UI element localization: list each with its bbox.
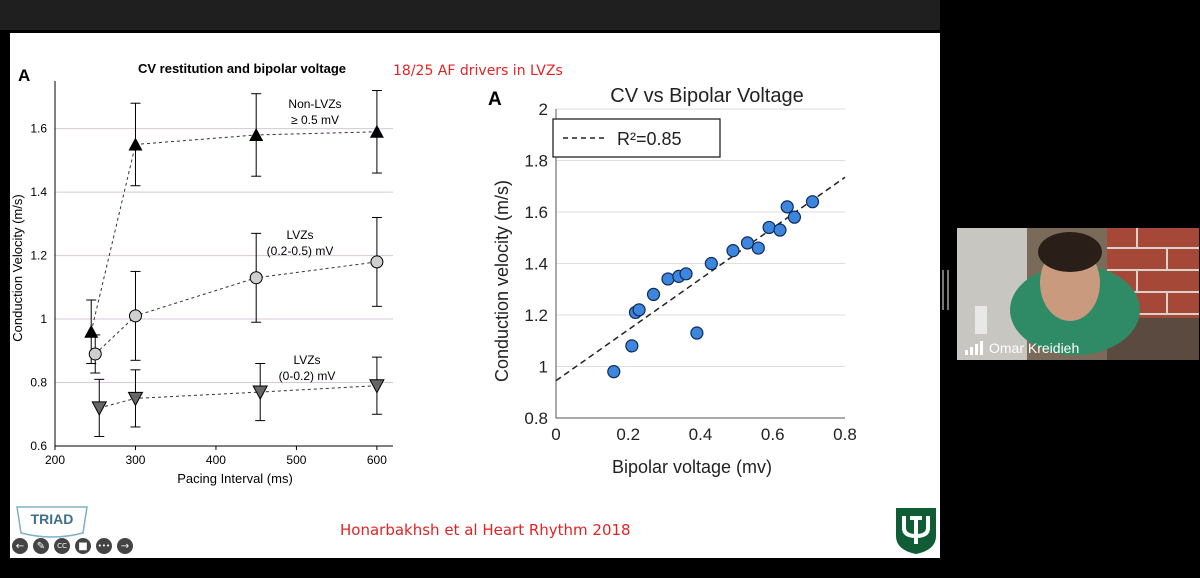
left-series-line-2 — [94, 261, 377, 355]
left-chart: A CV restitution and bipolar voltage Pac… — [10, 61, 393, 486]
triad-logo: TRIAD — [16, 506, 88, 538]
left-x-tick-label: 300 — [125, 453, 145, 467]
right-x-tick-label: 0 — [551, 425, 560, 444]
right-y-tick-label: 1.2 — [524, 306, 548, 325]
left-y-tick-label: 0.8 — [30, 376, 47, 390]
more-icon[interactable]: ••• — [96, 538, 112, 554]
right-legend-box — [552, 118, 721, 158]
left-series-line-3 — [99, 385, 377, 409]
left-y-axis-label: Conduction Velocity (m/s) — [10, 194, 25, 341]
right-y-tick-label: 1.4 — [524, 255, 548, 274]
left-data-point — [249, 127, 264, 141]
right-y-tick-label: 1 — [539, 358, 548, 377]
right-chart-title: CV vs Bipolar Voltage — [610, 85, 803, 107]
right-x-axis-label: Bipolar voltage (mv) — [612, 457, 772, 477]
left-x-tick-label: 500 — [286, 453, 306, 467]
left-data-point — [369, 379, 385, 394]
participant-name-label: Omar Kreidieh — [965, 340, 1079, 356]
left-axes — [54, 81, 393, 447]
annotation-lvz-mid-line1: LVZs — [286, 228, 313, 242]
right-scatter-point — [646, 287, 661, 301]
right-x-tick-label: 0.2 — [616, 425, 640, 444]
right-axes — [555, 109, 845, 419]
annotation-non-lvz-line1: Non-LVZs — [288, 97, 341, 111]
right-y-axis-label: Conduction velocity (m/s) — [492, 180, 512, 382]
participant-video-tile[interactable]: Omar Kreidieh — [957, 228, 1199, 360]
right-scatter-point — [805, 195, 820, 209]
right-scatter-point — [607, 365, 621, 379]
participant-name: Omar Kreidieh — [989, 340, 1080, 356]
right-y-tick-label: 1.8 — [524, 152, 548, 171]
right-chart: A CV vs Bipolar Voltage Bipolar voltage … — [488, 85, 857, 477]
left-y-tick-label: 1.2 — [30, 249, 47, 263]
right-x-tick-label: 0.6 — [761, 425, 785, 444]
legend-r-squared: R²=0.85 — [617, 129, 682, 149]
left-y-tick-label: 1.4 — [30, 185, 47, 199]
participant-video-frame — [957, 228, 1199, 360]
right-scatter-point — [690, 326, 704, 340]
right-scatter-point — [751, 241, 765, 255]
presentation-slide: 18/25 AF drivers in LVZs A CV restitutio… — [10, 33, 940, 558]
left-series-line-1 — [90, 131, 377, 332]
right-x-tick-label: 0.4 — [689, 425, 713, 444]
annotation-lvz-low-line1: LVZs — [293, 353, 320, 367]
right-fit-line — [555, 176, 846, 382]
left-data-point — [127, 391, 144, 407]
left-data-point — [369, 124, 384, 138]
left-data-point — [91, 401, 108, 416]
right-y-tick-label: 1.6 — [524, 203, 548, 222]
annotation-non-lvz-line2: ≥ 0.5 mV — [291, 113, 339, 127]
left-data-point — [252, 385, 269, 401]
left-data-point — [128, 309, 142, 323]
right-y-tick-label: 0.8 — [524, 409, 548, 428]
panel-resize-handle[interactable] — [942, 270, 952, 310]
left-x-axis-label: Pacing Interval (ms) — [177, 471, 293, 486]
left-x-tick-label: 200 — [45, 453, 65, 467]
forward-arrow-icon[interactable]: → — [117, 538, 133, 554]
right-scatter-point — [740, 236, 755, 250]
left-data-point — [249, 271, 263, 285]
right-x-tick-label: 0.8 — [833, 425, 857, 444]
right-scatter-point — [625, 339, 639, 353]
left-data-point — [370, 255, 384, 269]
citation-text: Honarbakhsh et al Heart Rhythm 2018 — [340, 521, 631, 539]
right-scatter-point — [704, 256, 718, 271]
video-icon[interactable]: ■ — [75, 538, 91, 554]
right-panel-label: A — [488, 89, 502, 110]
signal-strength-icon — [965, 341, 983, 355]
left-y-tick-label: 0.6 — [30, 439, 47, 453]
left-chart-title: CV restitution and bipolar voltage — [138, 61, 346, 76]
right-scatter-point — [661, 272, 675, 286]
left-x-tick-label: 400 — [206, 453, 226, 467]
annotation-lvz-low-line2: (0-0.2) mV — [279, 369, 336, 383]
university-shield-logo — [896, 508, 936, 554]
right-scatter-point — [726, 244, 740, 258]
annotation-lvz-mid-line2: (0.2-0.5) mV — [267, 244, 334, 258]
captions-icon[interactable]: CC — [54, 538, 70, 554]
right-scatter-point — [780, 200, 794, 214]
left-panel-label: A — [18, 66, 30, 85]
right-scatter-point — [762, 220, 776, 235]
left-data-point — [88, 347, 102, 361]
right-y-tick-label: 2 — [539, 100, 548, 119]
left-y-tick-label: 1.6 — [30, 122, 47, 136]
right-scatter-point — [632, 303, 646, 317]
top-bar — [0, 0, 940, 30]
presentation-controls: ← ✎ CC ■ ••• → — [12, 537, 133, 555]
right-scatter-point — [787, 210, 802, 224]
left-y-tick-label: 1 — [40, 312, 47, 326]
right-scatter-point — [679, 267, 693, 281]
back-arrow-icon[interactable]: ← — [12, 538, 28, 554]
right-scatter-point — [773, 223, 787, 237]
pencil-icon[interactable]: ✎ — [33, 538, 49, 554]
left-x-tick-label: 600 — [367, 453, 387, 467]
left-data-point — [128, 137, 143, 151]
left-data-point — [84, 324, 99, 338]
slide-header-note: 18/25 AF drivers in LVZs — [393, 63, 563, 79]
triad-logo-text: TRIAD — [31, 511, 74, 527]
